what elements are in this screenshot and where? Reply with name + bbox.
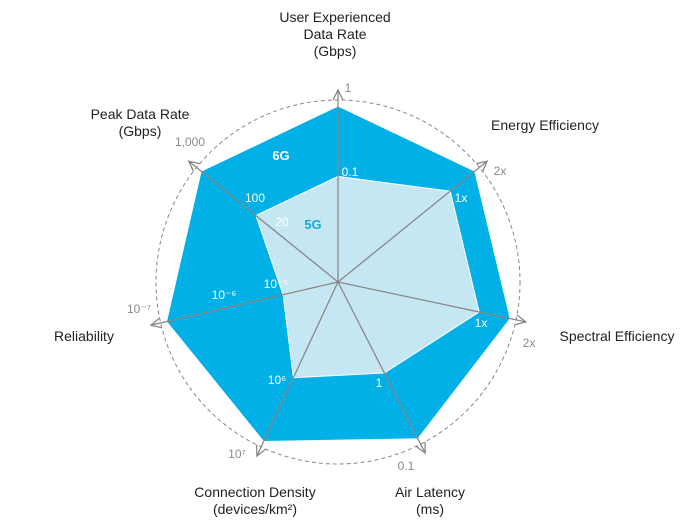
axis-label-reliability: Reliability xyxy=(54,328,114,344)
axis-label-peak-data-rate-gbps: Peak Data Rate (Gbps) xyxy=(91,106,190,139)
tick-label: 2x xyxy=(494,164,507,178)
axis-label-energy-efficiency: Energy Efficiency xyxy=(491,117,599,133)
axis-label-line: (Gbps) xyxy=(314,43,357,59)
axis-label-line: Connection Density xyxy=(194,484,315,500)
axis-label-line: Peak Data Rate xyxy=(91,106,190,122)
tick-label: 0.1 xyxy=(342,165,359,179)
axis-line-air-latency-ms xyxy=(337,281,426,454)
axis-label-line: Spectral Efficiency xyxy=(560,328,675,344)
tick-label: 100 xyxy=(245,191,265,205)
series-label-5g: 5G xyxy=(304,217,321,232)
axis-label-line: (Gbps) xyxy=(119,123,162,139)
axis-arrow-spectral-efficiency xyxy=(514,314,528,326)
axis-arrow-peak-data-rate-gbps xyxy=(187,160,200,172)
axis-line-connection-density-devices-km xyxy=(256,281,339,457)
tick-label: 0.1 xyxy=(398,459,415,473)
tick-label: 1,000 xyxy=(175,135,205,149)
series-label-6g: 6G xyxy=(272,148,289,163)
axis-label-line: (ms) xyxy=(416,501,444,517)
axis-label-line: (devices/km²) xyxy=(213,501,297,517)
axis-label-air-latency-ms: Air Latency (ms) xyxy=(395,484,465,517)
axis-line-spectral-efficiency xyxy=(337,281,526,323)
axis-arrow-connection-density-devices-km xyxy=(255,444,267,458)
tick-label: 1x xyxy=(455,191,468,205)
axis-label-line: Energy Efficiency xyxy=(491,117,599,133)
axis-line-energy-efficiency xyxy=(337,160,488,283)
axis-arrow-energy-efficiency xyxy=(476,160,489,172)
tick-label: 20 xyxy=(275,215,289,229)
axis-label-connection-density-devices-km: Connection Density (devices/km²) xyxy=(194,484,315,517)
axis-label-spectral-efficiency: Spectral Efficiency xyxy=(560,328,675,344)
axis-label-user-experienced-data-rate-gbps: User Experienced Data Rate (Gbps) xyxy=(279,9,390,59)
tick-label: 10⁷ xyxy=(228,447,246,461)
axis-label-line: User Experienced xyxy=(279,9,390,25)
tick-label: 1 xyxy=(345,81,352,95)
tick-label: 1x xyxy=(475,316,488,330)
tick-label: 10⁻⁵ xyxy=(264,277,289,291)
axis-line-reliability xyxy=(150,281,339,326)
axis-arrow-air-latency-ms xyxy=(415,441,426,455)
series-polygon-5g xyxy=(255,175,480,379)
axis-label-line: Data Rate xyxy=(303,26,366,42)
tick-label: 10⁻⁶ xyxy=(212,288,237,302)
axis-arrow-reliability xyxy=(149,317,162,329)
axis-line-peak-data-rate-gbps xyxy=(188,160,339,283)
tick-label: 2x xyxy=(523,336,536,350)
tick-label: 1 xyxy=(376,376,383,390)
axis-label-line: Reliability xyxy=(54,328,114,344)
axis-label-line: Air Latency xyxy=(395,484,465,500)
tick-label: 10⁶ xyxy=(268,373,286,387)
axis-arrow-user-experienced-data-rate-gbps xyxy=(332,88,344,101)
tick-label: 10⁻⁷ xyxy=(127,302,151,316)
